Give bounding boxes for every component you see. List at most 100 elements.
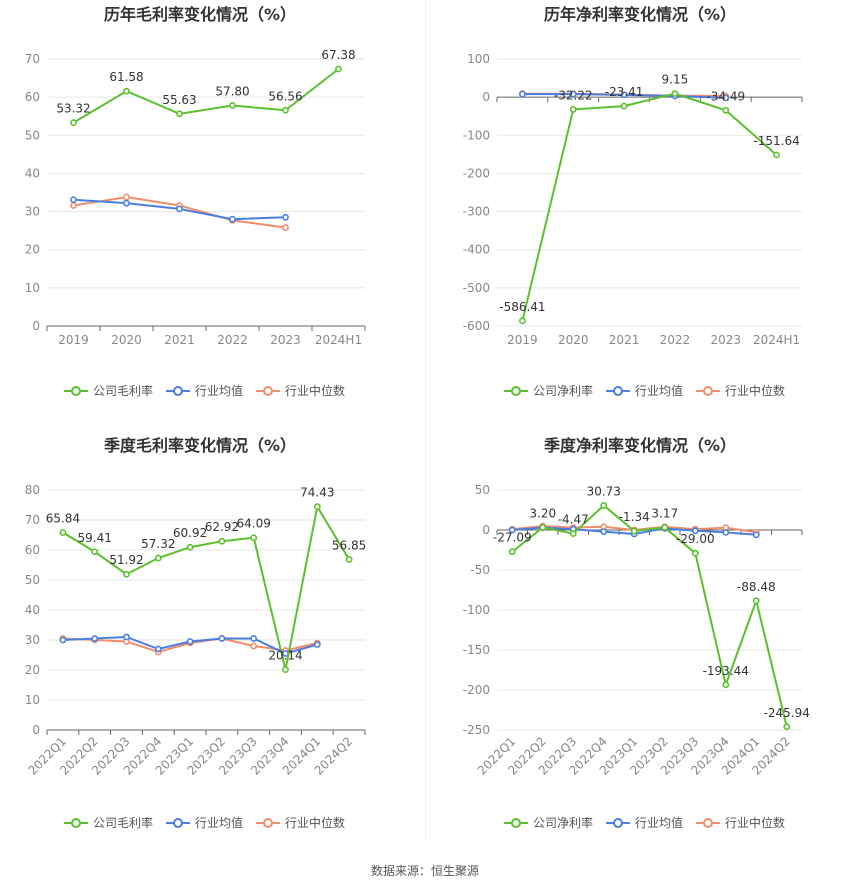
y-tick-label: -100 [463, 603, 490, 617]
data-label: -32.22 [554, 88, 593, 102]
data-point-avg [154, 645, 162, 653]
source-footer: 数据来源：恒生聚源 [370, 864, 479, 878]
data-point-avg [250, 635, 258, 642]
legend-swatch-marker [511, 818, 521, 828]
data-point-avg [508, 526, 516, 534]
legend-swatch-marker [263, 818, 273, 828]
data-point-company [123, 87, 130, 95]
data-label: -34.49 [706, 89, 745, 103]
data-point-company [620, 102, 628, 110]
data-label: -1.34 [619, 510, 650, 524]
legend-item-avg: 行业均值 [606, 383, 683, 398]
data-point-avg [218, 635, 226, 642]
x-tick-label: 2021 [164, 333, 195, 347]
y-tick-label: -300 [463, 205, 490, 219]
y-tick-label: 40 [25, 603, 40, 617]
y-tick-label: 30 [25, 633, 40, 647]
data-point-company [59, 529, 67, 536]
data-label: -193.44 [703, 664, 749, 678]
data-point-avg [519, 90, 526, 98]
vertical-divider [425, 0, 426, 840]
data-label: 3.20 [529, 506, 556, 520]
data-point-avg [722, 94, 730, 102]
data-point-avg [176, 205, 183, 213]
data-point-avg [569, 90, 577, 98]
y-tick-label: 10 [25, 281, 40, 295]
legend-swatch-marker [263, 386, 273, 396]
legend-item-median: 行业中位数 [256, 383, 345, 398]
data-point-median [282, 224, 289, 231]
x-tick-label: 2019 [507, 333, 538, 347]
data-point-median [70, 202, 77, 209]
data-point-avg [59, 636, 67, 644]
legend-swatch-marker [173, 386, 183, 396]
legend-label: 公司毛利率 [93, 383, 153, 398]
data-point-company [752, 597, 760, 605]
legend-swatch-marker [703, 818, 713, 828]
series-line-company [72, 68, 340, 124]
y-tick-label: 50 [475, 483, 490, 497]
data-point-avg [91, 635, 99, 642]
x-tick-label: 2019 [58, 333, 89, 347]
y-tick-label: -250 [463, 723, 490, 737]
data-label: -29.00 [676, 532, 715, 546]
x-tick-label: 2020 [558, 333, 589, 347]
data-label: 56.85 [332, 538, 366, 552]
data-point-median [123, 193, 130, 201]
chart-title: 季度净利率变化情况（%） [543, 436, 736, 455]
data-label: -88.48 [737, 580, 776, 594]
y-tick-label: 20 [25, 243, 40, 257]
y-tick-label: 50 [25, 573, 40, 587]
data-point-avg [70, 196, 77, 204]
x-tick-label: 2022 [217, 333, 248, 347]
legend-label: 行业均值 [635, 383, 683, 398]
x-tick-label: 2024H1 [753, 333, 800, 347]
data-label: 74.43 [300, 486, 334, 500]
y-tick-label: -500 [463, 281, 490, 295]
legend-label: 行业中位数 [285, 383, 345, 398]
data-label: 3.17 [651, 506, 678, 520]
data-label: 56.56 [268, 89, 302, 103]
data-label: 65.84 [46, 511, 80, 525]
chart-quarter-net: 季度净利率变化情况（%）-250-200-150-100-500502022Q1… [463, 436, 810, 830]
legend-label: 行业均值 [635, 815, 683, 830]
data-point-company [176, 110, 183, 118]
y-tick-label: 60 [25, 543, 40, 557]
legend-swatch-marker [613, 386, 623, 396]
data-point-company [539, 524, 547, 531]
data-label: 59.41 [78, 531, 112, 545]
data-label: -4.47 [558, 513, 589, 527]
data-point-company [123, 570, 130, 578]
data-label: 55.63 [162, 93, 196, 107]
data-label: 57.80 [215, 85, 249, 99]
data-point-avg [752, 531, 760, 539]
data-point-company [250, 534, 258, 542]
legend-item-company: 公司净利率 [504, 815, 593, 830]
data-point-company [313, 503, 321, 511]
legend-item-median: 行业中位数 [696, 383, 785, 398]
data-point-avg [722, 529, 730, 536]
legend-swatch-marker [173, 818, 183, 828]
legend-label: 公司净利率 [533, 815, 593, 830]
legend-item-avg: 行业均值 [606, 815, 683, 830]
data-label: 57.32 [141, 537, 175, 551]
data-point-company [661, 524, 669, 531]
y-tick-label: 0 [482, 90, 490, 104]
legend-swatch-marker [71, 818, 81, 828]
legend-label: 行业中位数 [725, 383, 785, 398]
data-label: -586.41 [499, 300, 545, 314]
data-point-company [186, 543, 194, 551]
data-label: 67.38 [321, 48, 355, 62]
legend-label: 行业均值 [195, 815, 243, 830]
legend-label: 行业中位数 [285, 815, 345, 830]
chart-title: 季度毛利率变化情况（%） [103, 436, 296, 455]
legend-item-median: 行业中位数 [696, 815, 785, 830]
series-line-company [511, 504, 788, 727]
legend-item-avg: 行业均值 [166, 383, 243, 398]
data-label: -245.94 [764, 706, 810, 720]
x-tick-label: 2023 [710, 333, 741, 347]
y-tick-label: 0 [482, 523, 490, 537]
data-label: 60.92 [173, 526, 207, 540]
data-point-company [345, 556, 353, 563]
data-point-company [282, 666, 289, 673]
